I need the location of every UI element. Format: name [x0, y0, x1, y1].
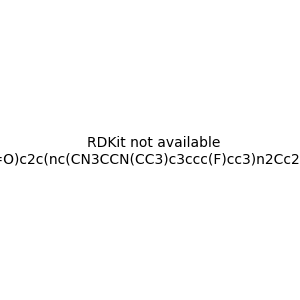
- Text: RDKit not available
Cn1c(=O)c2c(nc(CN3CCN(CC3)c3ccc(F)cc3)n2Cc2ccccc2C: RDKit not available Cn1c(=O)c2c(nc(CN3CC…: [0, 136, 300, 166]
